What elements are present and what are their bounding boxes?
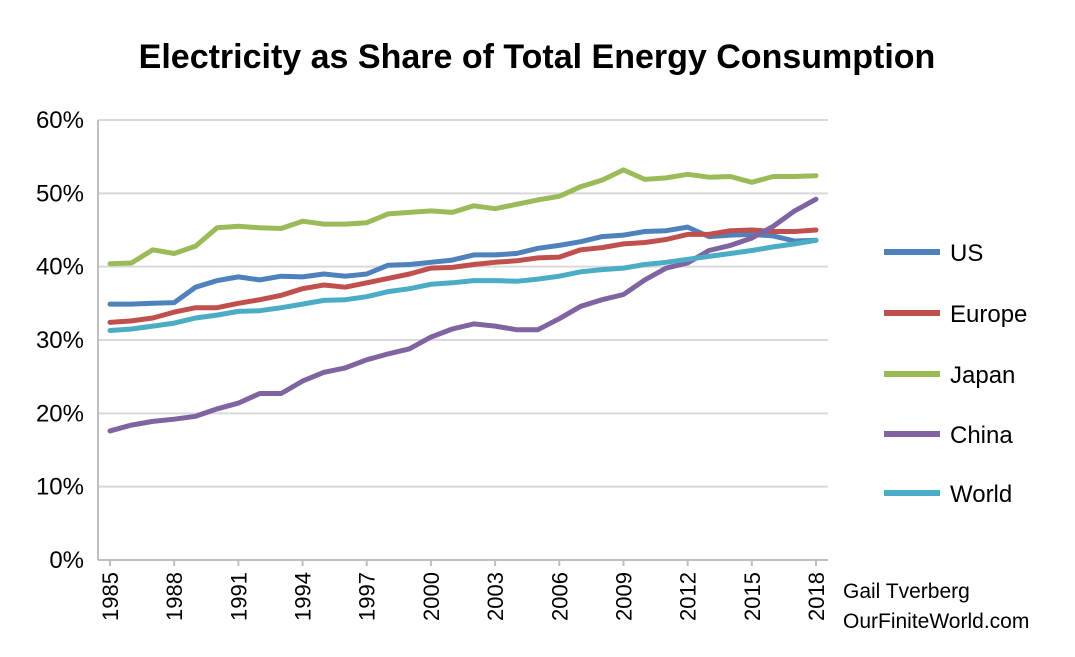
x-tick-label: 2009 bbox=[611, 572, 636, 621]
series-line-us bbox=[107, 224, 819, 307]
series-line-europe bbox=[107, 227, 819, 325]
x-tick-label: 2012 bbox=[676, 572, 701, 621]
legend-label-japan: Japan bbox=[950, 362, 1015, 389]
legend-label-china: China bbox=[950, 422, 1013, 449]
x-tick-label: 2015 bbox=[740, 572, 765, 621]
x-axis-ticks: 1985 1988 1991 1994 1997 2000 2003 2006 2009 2012… bbox=[98, 572, 829, 621]
x-tick-label: 2018 bbox=[804, 572, 829, 621]
x-tick-label: 2000 bbox=[419, 572, 444, 621]
axes bbox=[97, 120, 828, 566]
credit: Gail Tverberg OurFiniteWorld.com bbox=[843, 580, 1029, 633]
y-axis-ticks: 0% 10% 20% 30% 40% 50% 60% bbox=[36, 107, 84, 574]
x-tick-label: 2006 bbox=[547, 572, 572, 621]
credit-site: OurFiniteWorld.com bbox=[843, 610, 1029, 633]
legend-label-us: US bbox=[950, 240, 983, 267]
y-tick-label: 10% bbox=[36, 474, 84, 501]
x-tick-label: 1997 bbox=[355, 572, 380, 621]
y-tick-label: 30% bbox=[36, 327, 84, 354]
legend-label-world: World bbox=[950, 481, 1012, 508]
credit-author: Gail Tverberg bbox=[843, 580, 970, 603]
x-tick-label: 1991 bbox=[226, 572, 251, 621]
x-tick-label: 2003 bbox=[483, 572, 508, 621]
y-tick-label: 60% bbox=[36, 107, 84, 134]
series-lines bbox=[107, 167, 819, 434]
x-tick-label: 1988 bbox=[162, 572, 187, 621]
x-tick-label: 1985 bbox=[98, 572, 123, 621]
y-tick-label: 40% bbox=[36, 254, 84, 281]
legend: US Europe Japan China World bbox=[884, 240, 1027, 508]
legend-label-europe: Europe bbox=[950, 301, 1027, 328]
series-line-world bbox=[107, 237, 819, 333]
y-tick-label: 0% bbox=[49, 547, 84, 574]
grid bbox=[98, 119, 828, 488]
series-line-japan bbox=[107, 167, 819, 267]
x-tick-label: 1994 bbox=[291, 572, 316, 621]
y-tick-label: 20% bbox=[36, 400, 84, 427]
y-tick-label: 50% bbox=[36, 180, 84, 207]
chart-title: Electricity as Share of Total Energy Con… bbox=[139, 38, 936, 76]
